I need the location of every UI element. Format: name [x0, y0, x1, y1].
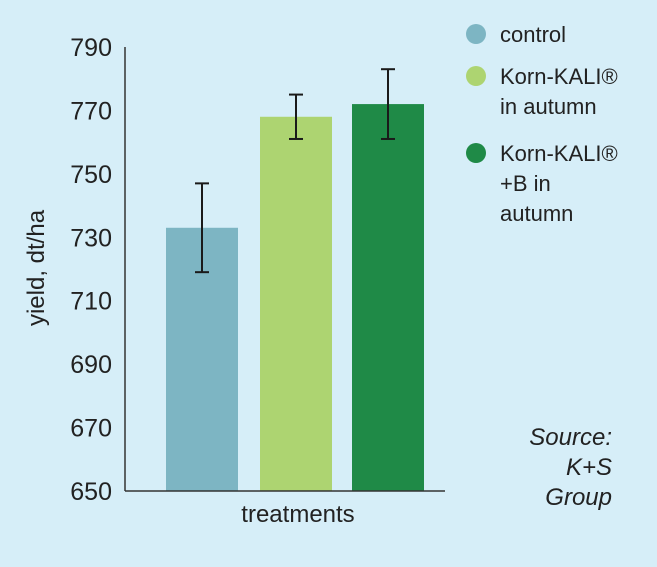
source-text: Source:: [529, 424, 612, 451]
y-tick-label: 710: [70, 288, 112, 316]
source-annotation: Source: K+S Group: [529, 424, 612, 511]
bar: [260, 116, 332, 492]
y-tick-label: 650: [70, 478, 112, 506]
legend-label: in autumn: [500, 94, 597, 119]
legend-swatch: [466, 66, 486, 86]
source-text: K+S: [566, 454, 612, 481]
legend-label: +B in: [500, 171, 551, 196]
bar: [352, 104, 424, 491]
legend: control Korn-KALI® in autumn Korn-KALI® +B i…: [466, 22, 618, 226]
legend-swatch: [466, 24, 486, 44]
source-text: Group: [545, 484, 612, 511]
bars: [166, 104, 424, 492]
legend-swatch: [466, 143, 486, 163]
x-axis-title: treatments: [241, 501, 354, 528]
legend-label: control: [500, 22, 566, 47]
error-bars: [195, 68, 395, 274]
legend-label: autumn: [500, 201, 573, 226]
legend-label: Korn-KALI®: [500, 141, 618, 166]
y-tick-label: 790: [70, 34, 112, 62]
y-tick-label: 750: [70, 161, 112, 189]
y-tick-label: 670: [70, 415, 112, 443]
legend-label: Korn-KALI®: [500, 64, 618, 89]
y-axis-title: yield, dt/ha: [23, 209, 50, 326]
y-tick-labels: 790 770 750 730 710 690 670 650: [70, 34, 112, 506]
y-tick-label: 770: [70, 97, 112, 125]
y-tick-label: 690: [70, 351, 112, 379]
y-tick-label: 730: [70, 224, 112, 252]
